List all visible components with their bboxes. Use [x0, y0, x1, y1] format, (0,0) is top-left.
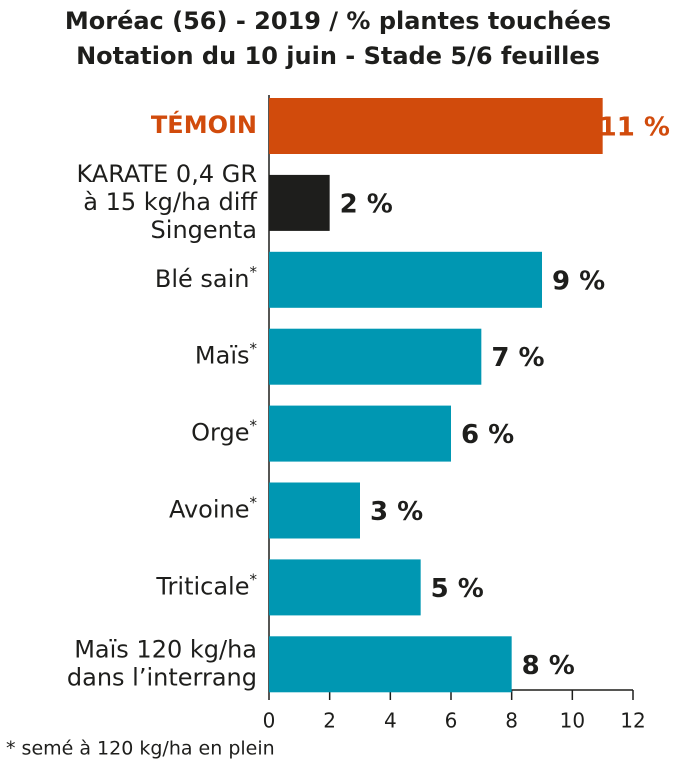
- category-label: Triticale*: [155, 570, 257, 601]
- x-tick-label: 2: [323, 709, 336, 733]
- bar: [269, 174, 330, 231]
- value-label: 2 %: [340, 189, 393, 219]
- value-label: 11 %: [599, 113, 670, 143]
- bar: [269, 98, 603, 154]
- chart-title: Moréac (56) - 2019 / % plantes touchées: [65, 7, 611, 35]
- x-tick-label: 12: [620, 709, 645, 733]
- value-label: 3 %: [370, 497, 423, 527]
- bar: [269, 636, 512, 693]
- bar: [269, 328, 482, 385]
- value-label: 9 %: [552, 266, 605, 296]
- category-label: KARATE 0,4 GR à 15 kg/ha diff Singenta: [76, 160, 257, 244]
- bar: [269, 559, 421, 616]
- category-label: TÉMOIN: [151, 110, 257, 139]
- category-label: Orge*: [191, 416, 257, 447]
- category-label: Maïs 120 kg/ha dans l’interrang: [67, 635, 257, 691]
- chart-subtitle: Notation du 10 juin - Stade 5/6 feuilles: [76, 42, 600, 70]
- x-tick-label: 0: [263, 709, 276, 733]
- x-tick-label: 6: [445, 709, 458, 733]
- value-label: 7 %: [491, 343, 544, 373]
- x-tick-label: 8: [505, 709, 518, 733]
- category-label: Avoine*: [169, 493, 258, 524]
- value-label: 5 %: [431, 574, 484, 604]
- value-label: 6 %: [461, 420, 514, 450]
- bar: [269, 405, 451, 462]
- category-label: Blé sain*: [155, 262, 258, 293]
- bar: [269, 482, 360, 539]
- category-label: Maïs*: [195, 339, 258, 370]
- x-tick-label: 4: [384, 709, 397, 733]
- value-label: 8 %: [522, 651, 575, 681]
- x-tick-label: 10: [560, 709, 585, 733]
- bar: [269, 251, 542, 308]
- footnote: * semé à 120 kg/ha en plein: [6, 738, 275, 760]
